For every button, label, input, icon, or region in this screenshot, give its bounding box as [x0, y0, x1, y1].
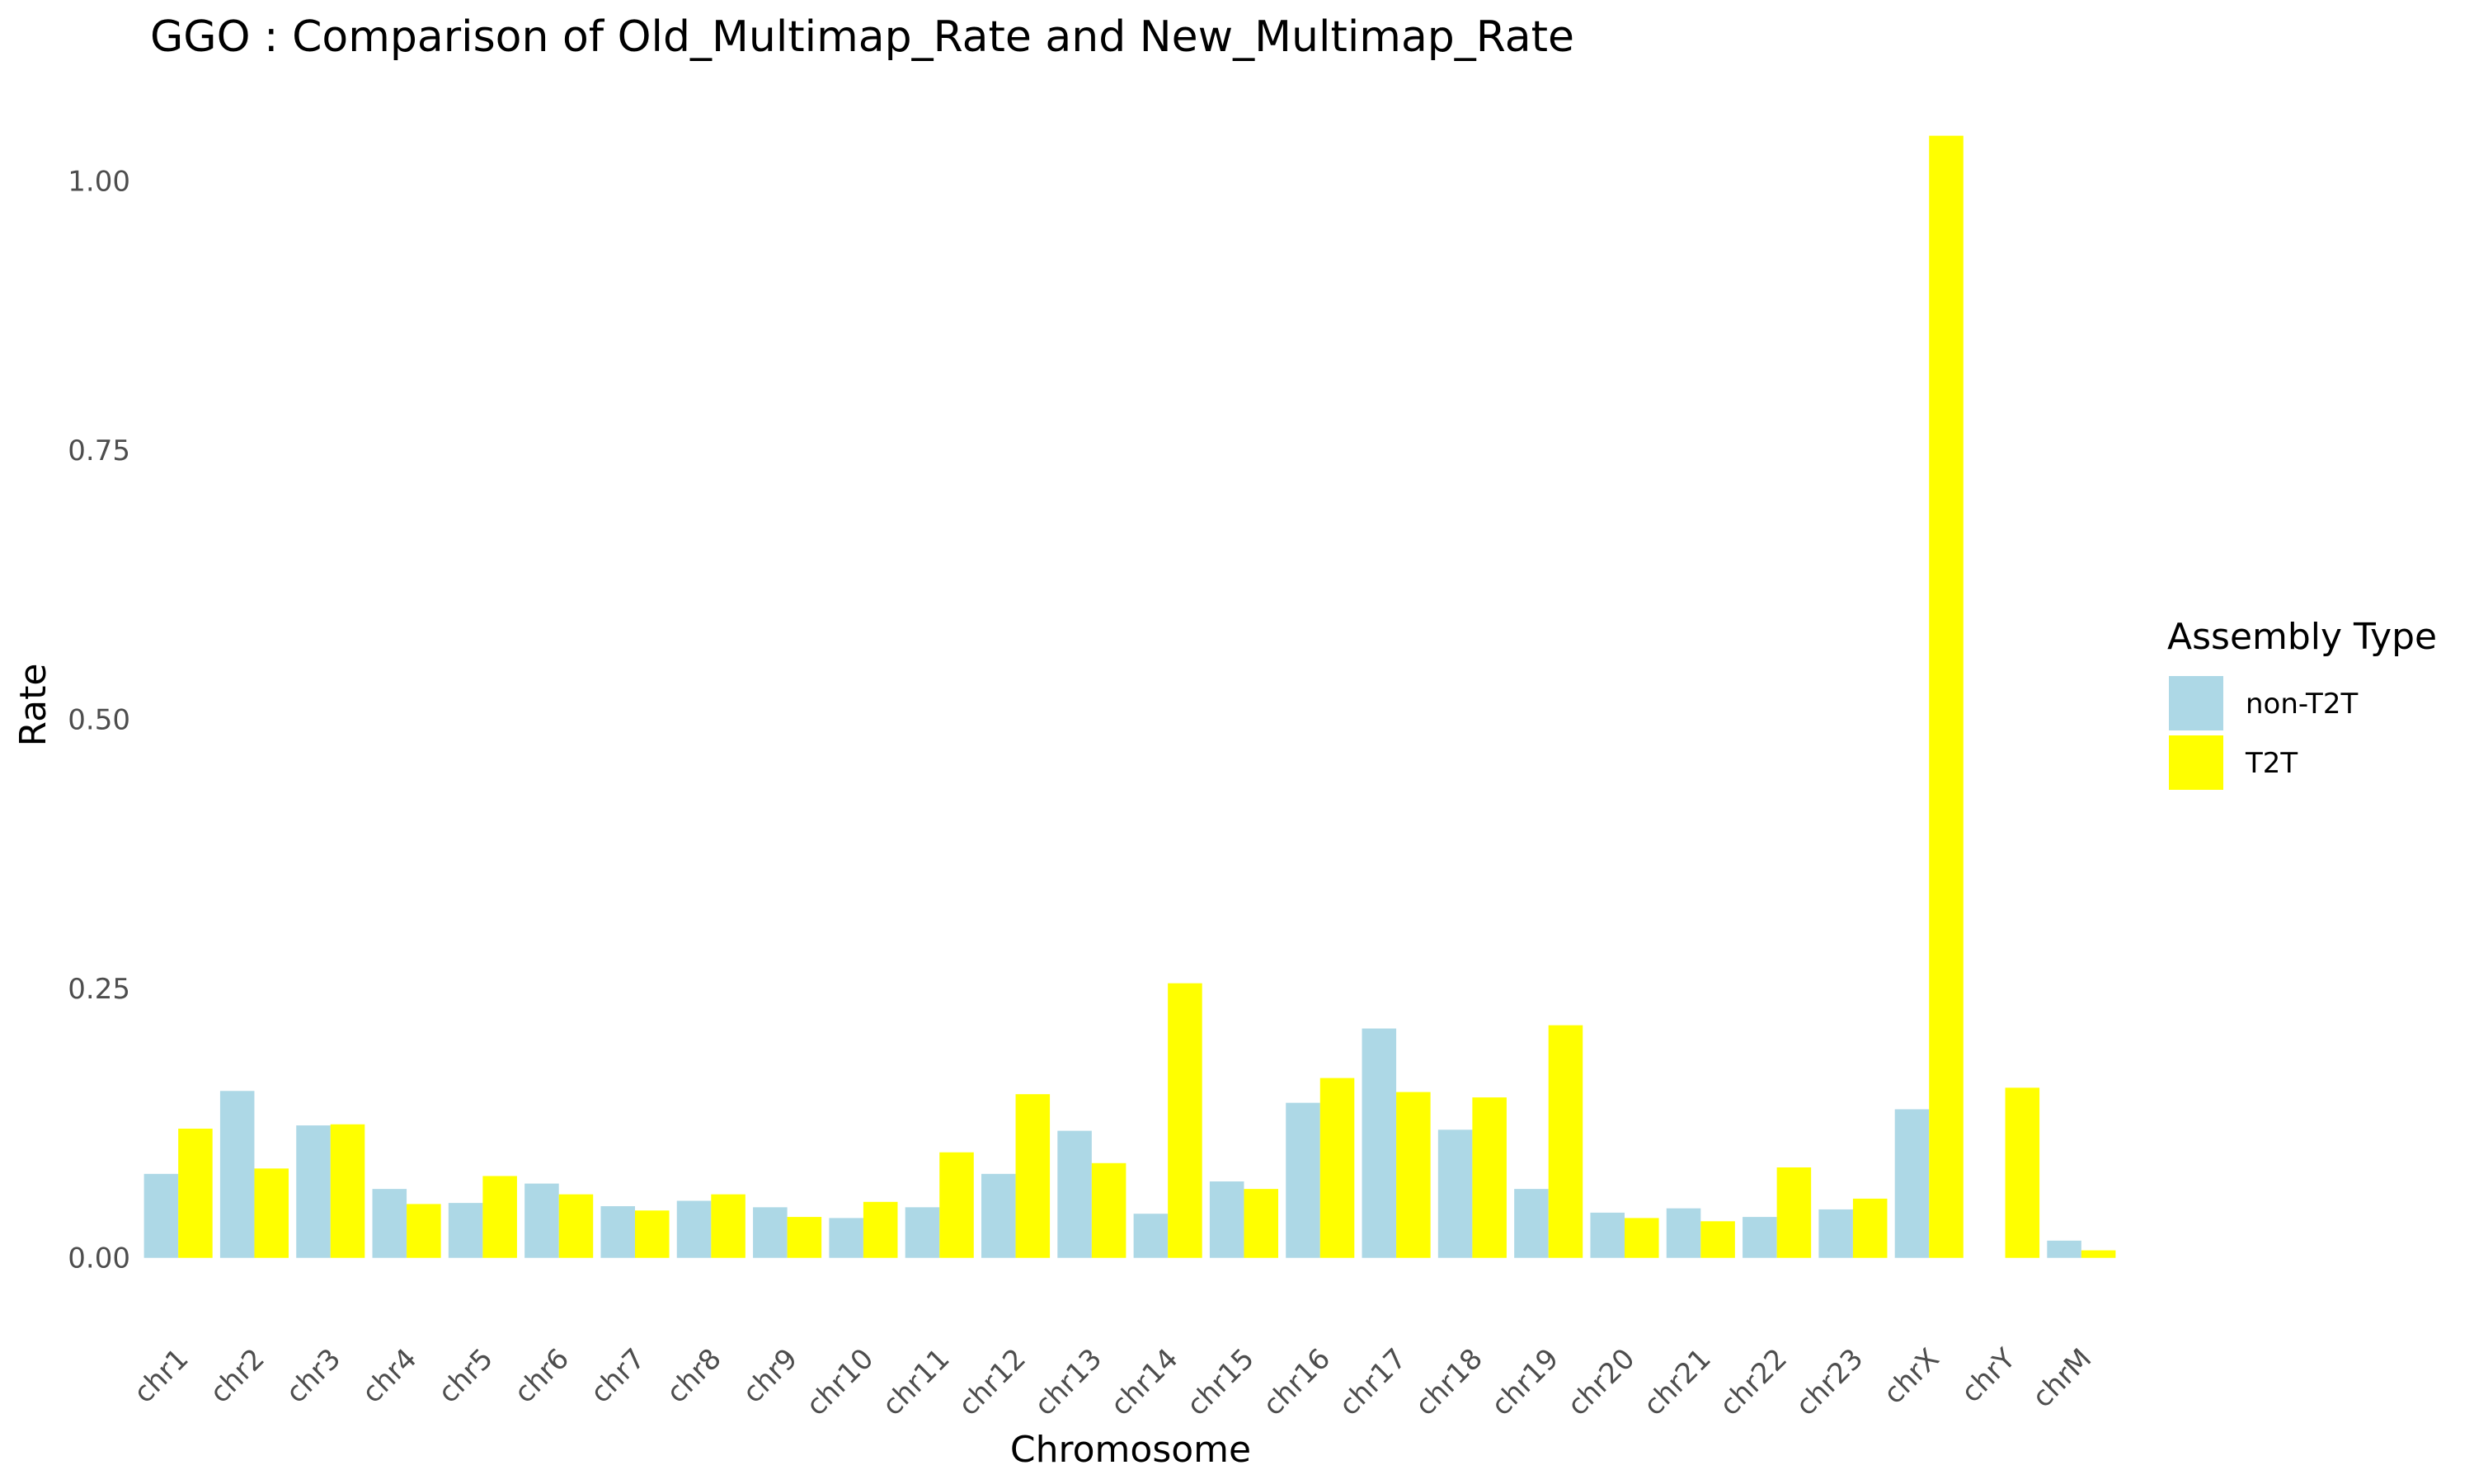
- x-tick-label: chr22: [1714, 1342, 1794, 1422]
- x-tick-label: chr18: [1409, 1342, 1489, 1422]
- bar-t2t-chr16: [1319, 1078, 1355, 1258]
- bar-non-t2t-chr2: [219, 1091, 255, 1258]
- x-axis-title: Chromosome: [1010, 1429, 1251, 1471]
- x-tick-label: chr7: [584, 1342, 651, 1410]
- legend-label-t2t: T2T: [2245, 747, 2298, 780]
- bar-t2t-chr19: [1548, 1025, 1583, 1258]
- x-tick-label: chr21: [1637, 1342, 1717, 1422]
- x-tick-label: chr19: [1485, 1342, 1565, 1422]
- x-tick-label: chrY: [1955, 1342, 2022, 1409]
- bar-non-t2t-chr3: [296, 1125, 331, 1258]
- y-axis-ticks: 0.00 0.25 0.50 0.75 1.00: [68, 165, 130, 1275]
- y-tick-label: 0.25: [68, 973, 130, 1006]
- bar-t2t-chr22: [1776, 1167, 1812, 1258]
- legend: Assembly Type non-T2T T2T: [2167, 616, 2437, 790]
- bars: [143, 135, 2116, 1258]
- bar-non-t2t-chr13: [1057, 1130, 1092, 1258]
- bar-t2t-chr23: [1852, 1198, 1888, 1258]
- bar-t2t-chr13: [1091, 1162, 1126, 1258]
- bar-non-t2t-chrX: [1894, 1109, 1930, 1258]
- bar-non-t2t-chr6: [524, 1183, 559, 1258]
- y-axis-title: Rate: [12, 664, 54, 747]
- x-tick-label: chr12: [952, 1342, 1032, 1422]
- bar-non-t2t-chr17: [1362, 1028, 1397, 1258]
- bar-non-t2t-chrM: [2047, 1240, 2081, 1258]
- bar-non-t2t-chr20: [1590, 1212, 1625, 1258]
- x-tick-label: chr15: [1181, 1342, 1261, 1422]
- x-axis-ticks: chr1 chr2 chr3 chr4 chr5 chr6 chr7 chr8 chr9chr1…: [128, 1342, 2099, 1422]
- bar-t2t-chr8: [711, 1194, 745, 1258]
- bar-t2t-chr2: [254, 1168, 289, 1258]
- bar-non-t2t-chr15: [1209, 1181, 1244, 1258]
- chart-title: GGO : Comparison of Old_Multimap_Rate an…: [150, 12, 1574, 62]
- x-tick-label: chr8: [661, 1342, 728, 1410]
- bar-t2t-chrM: [2081, 1250, 2116, 1258]
- bar-t2t-chr14: [1168, 983, 1202, 1258]
- bar-t2t-chr6: [558, 1194, 594, 1258]
- bar-non-t2t-chr18: [1437, 1129, 1473, 1258]
- x-tick-label: chrX: [1877, 1342, 1945, 1411]
- x-tick-label: chr17: [1333, 1342, 1413, 1422]
- x-tick-label: chr2: [204, 1342, 271, 1410]
- y-tick-label: 0.75: [68, 434, 130, 467]
- bar-t2t-chr1: [178, 1128, 213, 1258]
- x-tick-label: chr9: [736, 1342, 804, 1410]
- legend-swatch-t2t: [2169, 735, 2223, 790]
- bar-t2t-chr4: [407, 1204, 441, 1258]
- bar-non-t2t-chr21: [1666, 1208, 1701, 1258]
- x-tick-label: chr10: [800, 1342, 880, 1422]
- bar-t2t-chr9: [787, 1217, 822, 1258]
- bar-t2t-chr15: [1244, 1189, 1278, 1258]
- bar-non-t2t-chr1: [143, 1173, 179, 1258]
- x-tick-label: chr16: [1257, 1342, 1337, 1422]
- legend-label-non-t2t: non-T2T: [2246, 688, 2358, 721]
- bar-non-t2t-chr12: [981, 1173, 1016, 1258]
- bar-non-t2t-chr22: [1743, 1217, 1777, 1258]
- bar-t2t-chr21: [1700, 1221, 1735, 1258]
- x-tick-label: chr1: [128, 1342, 195, 1410]
- bar-non-t2t-chr5: [448, 1203, 483, 1258]
- x-tick-label: chr11: [876, 1342, 956, 1422]
- x-tick-label: chr14: [1104, 1342, 1184, 1422]
- bar-non-t2t-chr4: [372, 1189, 407, 1258]
- x-tick-label: chr6: [508, 1342, 576, 1410]
- bar-t2t-chr7: [635, 1210, 670, 1258]
- bar-non-t2t-chr19: [1514, 1189, 1549, 1258]
- x-tick-label: chr20: [1561, 1342, 1641, 1422]
- y-tick-label: 1.00: [68, 165, 130, 198]
- x-tick-label: chrM: [2026, 1342, 2098, 1414]
- x-tick-label: chr4: [356, 1342, 424, 1410]
- bar-non-t2t-chr23: [1818, 1209, 1853, 1258]
- bar-non-t2t-chr11: [905, 1207, 940, 1258]
- bar-t2t-chr11: [939, 1152, 974, 1258]
- bar-non-t2t-chr9: [753, 1207, 788, 1258]
- bar-t2t-chr18: [1472, 1097, 1507, 1258]
- bar-t2t-chrY: [2005, 1087, 2040, 1258]
- x-tick-label: chr5: [432, 1342, 500, 1410]
- x-tick-label: chr3: [280, 1342, 347, 1410]
- bar-t2t-chr3: [330, 1124, 365, 1258]
- bar-t2t-chrX: [1929, 135, 1964, 1258]
- legend-title: Assembly Type: [2167, 616, 2437, 658]
- x-tick-label: chr13: [1028, 1342, 1108, 1422]
- bar-t2t-chr12: [1015, 1094, 1051, 1258]
- y-tick-label: 0.00: [68, 1242, 130, 1275]
- bar-t2t-chr10: [863, 1201, 898, 1258]
- bar-non-t2t-chr16: [1286, 1102, 1320, 1258]
- bar-t2t-chr17: [1396, 1092, 1431, 1258]
- x-tick-label: chr23: [1790, 1342, 1870, 1422]
- bar-t2t-chr5: [482, 1176, 517, 1258]
- bar-non-t2t-chr14: [1133, 1214, 1169, 1258]
- legend-swatch-non-t2t: [2169, 676, 2223, 730]
- bar-non-t2t-chr7: [600, 1206, 635, 1258]
- y-tick-label: 0.50: [68, 704, 130, 737]
- bar-t2t-chr20: [1625, 1218, 1659, 1258]
- bar-non-t2t-chr10: [829, 1218, 863, 1258]
- bar-non-t2t-chr8: [676, 1200, 712, 1258]
